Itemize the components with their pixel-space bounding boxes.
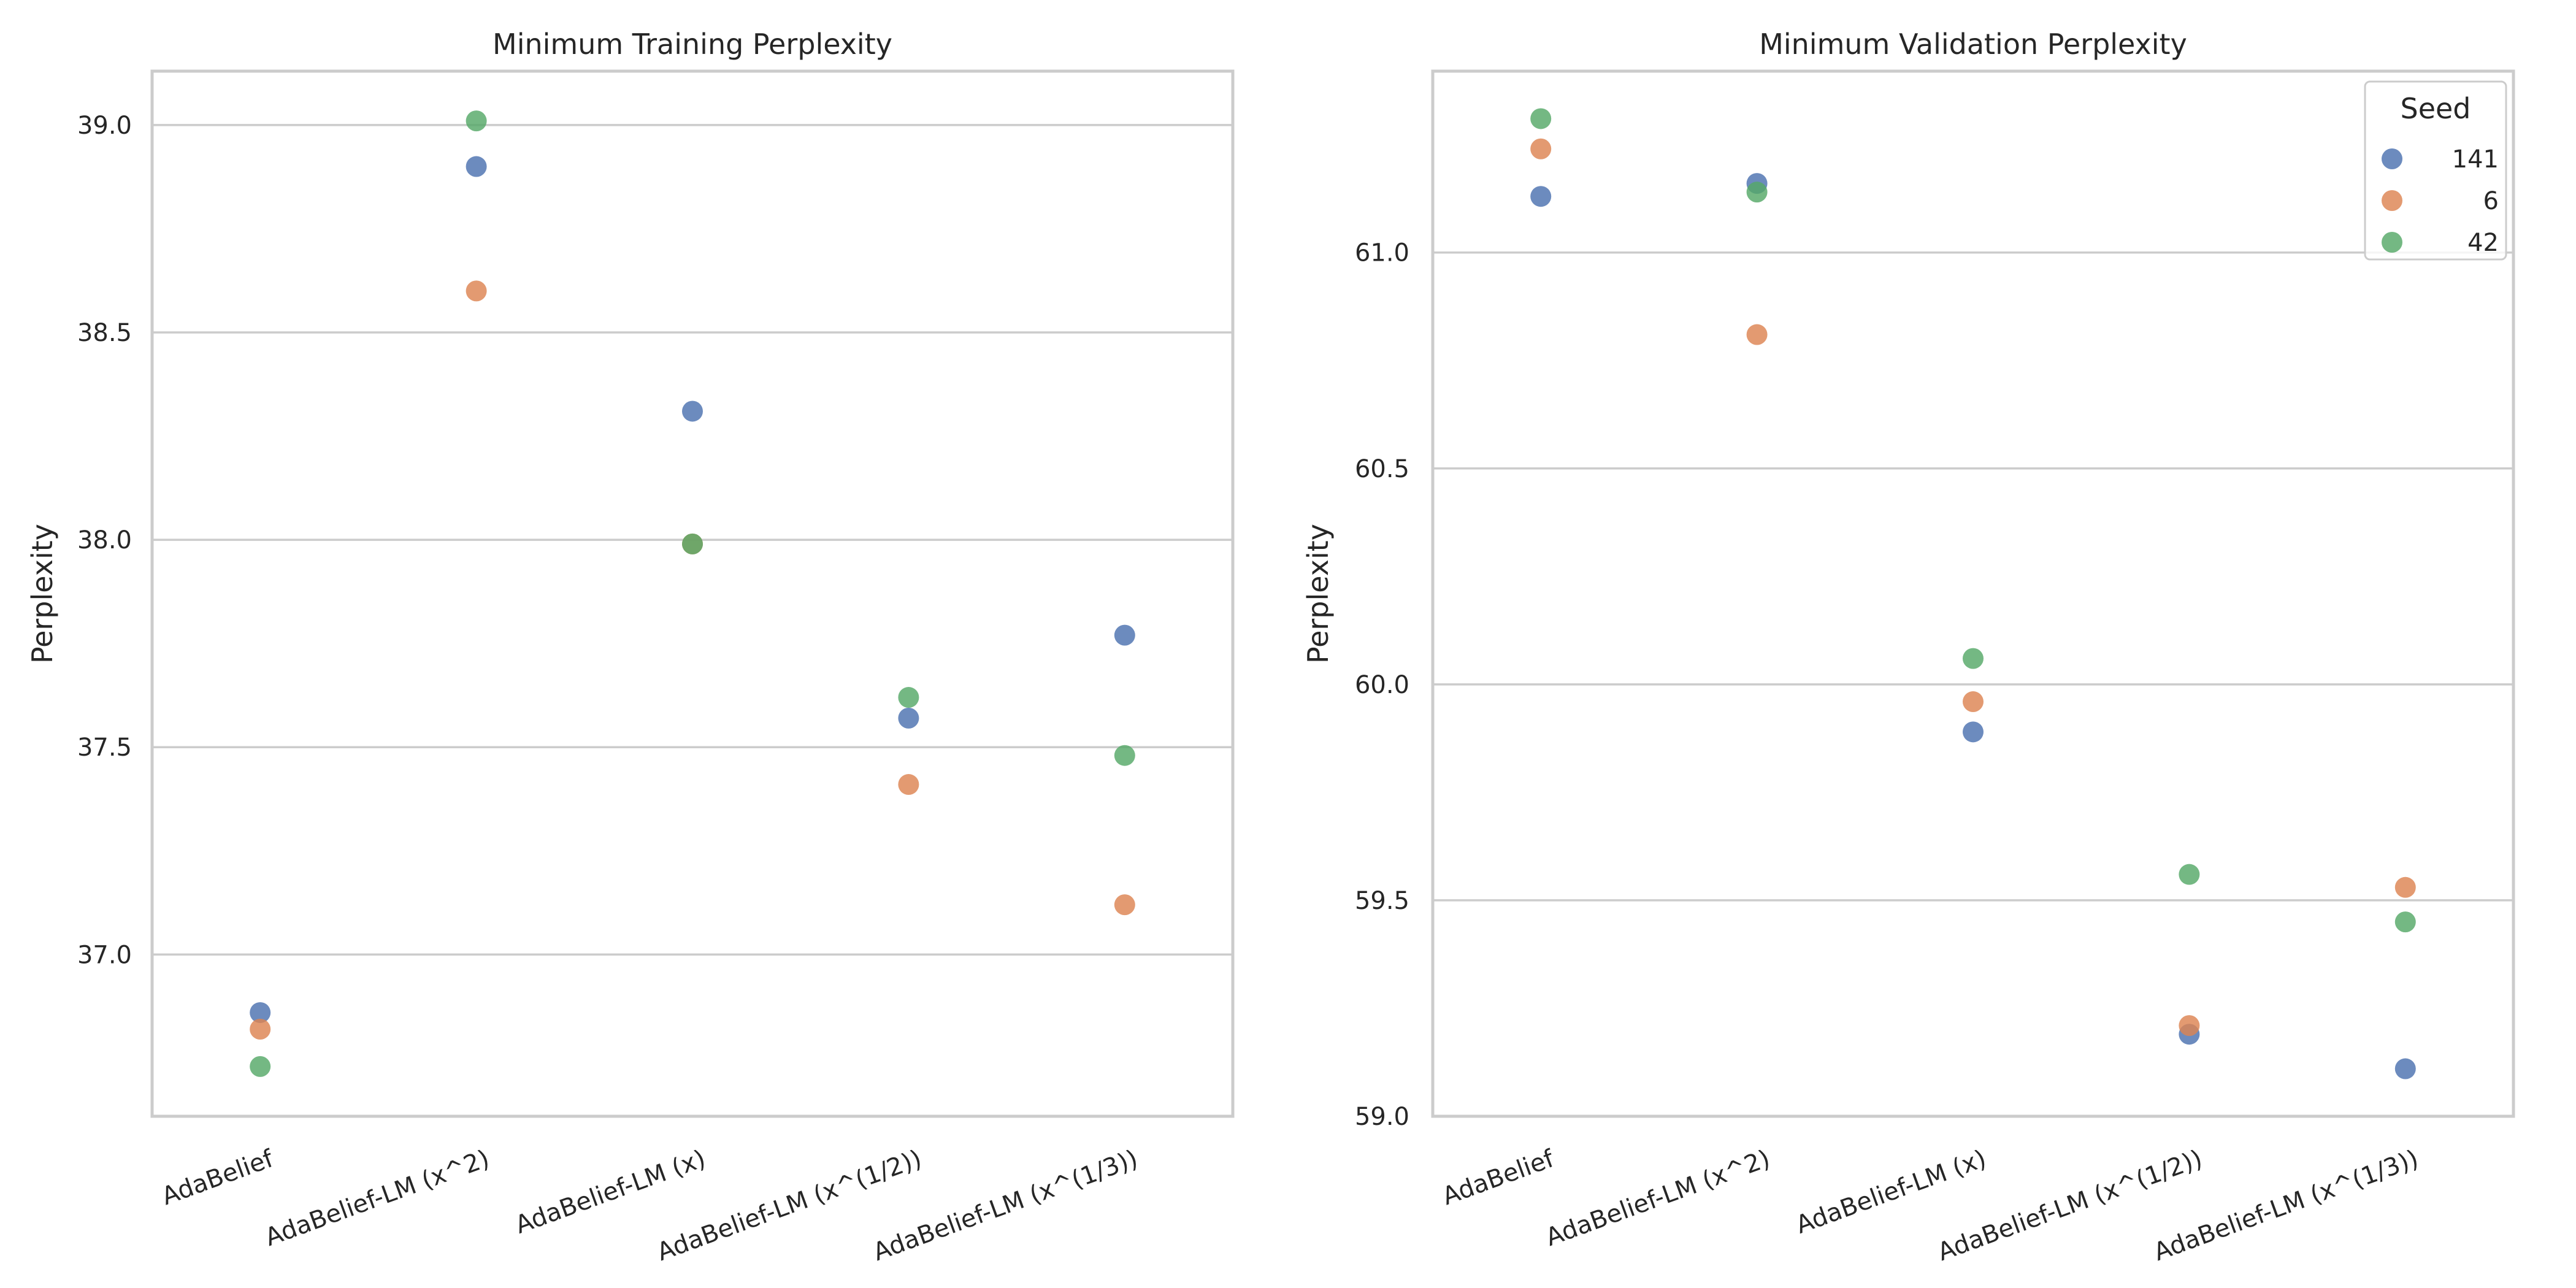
y-tick-label: 60.5	[1355, 455, 1409, 483]
point-seed-42-adabelief-lm-x-1-2	[2179, 864, 2200, 885]
point-seed-6-adabelief-lm-x	[1963, 691, 1984, 713]
y-tick-label: 37.5	[77, 734, 132, 762]
point-seed-42-adabelief	[250, 1056, 271, 1077]
point-seed-141-adabelief-lm-x	[1963, 721, 1984, 743]
y-tick-label: 38.0	[77, 526, 132, 554]
point-seed-42-adabelief-lm-x-2	[1746, 182, 1768, 203]
point-seed-6-adabelief-lm-x-1-2	[2179, 1015, 2200, 1037]
y-tick-label: 38.5	[77, 319, 132, 347]
y-tick-label: 59.5	[1355, 887, 1409, 915]
y-tick-label: 37.0	[77, 941, 132, 969]
legend-label-6: 6	[2483, 187, 2499, 215]
point-seed-141-adabelief-lm-x	[682, 401, 703, 422]
point-seed-6-adabelief-lm-x-2	[466, 280, 487, 302]
point-seed-6-adabelief-lm-x-1-3	[2394, 876, 2416, 898]
chart-title: Minimum Training Perplexity	[493, 28, 892, 61]
point-seed-141-adabelief-lm-x-1-2	[898, 707, 919, 729]
point-seed-42-adabelief-lm-x	[1963, 648, 1984, 669]
point-seed-42-adabelief-lm-x-1-3	[2394, 911, 2416, 933]
point-seed-6-adabelief-lm-x-2	[1746, 324, 1768, 345]
y-axis-label: Perplexity	[26, 524, 59, 664]
point-seed-42-adabelief-lm-x-1-3	[1114, 745, 1135, 766]
point-seed-141-adabelief-lm-x-2	[466, 156, 487, 177]
chart-title: Minimum Validation Perplexity	[1759, 28, 2187, 61]
y-tick-label: 59.0	[1355, 1103, 1409, 1131]
legend-title: Seed	[2401, 92, 2471, 125]
point-seed-42-adabelief-lm-x-2	[466, 110, 487, 132]
point-seed-141-adabelief	[250, 1002, 271, 1023]
y-tick-label: 39.0	[77, 112, 132, 140]
legend-label-141: 141	[2452, 145, 2499, 174]
legend-marker-141	[2382, 148, 2402, 169]
point-seed-6-adabelief	[1530, 138, 1552, 159]
point-seed-42-adabelief-lm-x	[682, 533, 703, 554]
point-seed-6-adabelief-lm-x-1-3	[1114, 894, 1135, 916]
point-seed-6-adabelief	[250, 1019, 271, 1040]
y-tick-label: 61.0	[1355, 239, 1409, 267]
point-seed-6-adabelief-lm-x-1-2	[898, 774, 919, 795]
y-tick-label: 60.0	[1355, 671, 1409, 699]
seed-legend: Seed 141 6 42	[2364, 80, 2507, 261]
legend-marker-42	[2382, 232, 2402, 253]
y-axis-label: Perplexity	[1301, 524, 1335, 664]
legend-box	[2364, 80, 2507, 261]
legend-label-42: 42	[2467, 229, 2499, 257]
plot-frame	[1431, 69, 2515, 1118]
point-seed-141-adabelief-lm-x-1-3	[2394, 1058, 2416, 1079]
legend-marker-6	[2382, 190, 2402, 211]
point-seed-141-adabelief-lm-x-1-3	[1114, 624, 1135, 646]
point-seed-42-adabelief	[1530, 108, 1552, 129]
plot-frame	[150, 69, 1235, 1118]
point-seed-42-adabelief-lm-x-1-2	[898, 687, 919, 708]
point-seed-141-adabelief	[1530, 186, 1552, 207]
